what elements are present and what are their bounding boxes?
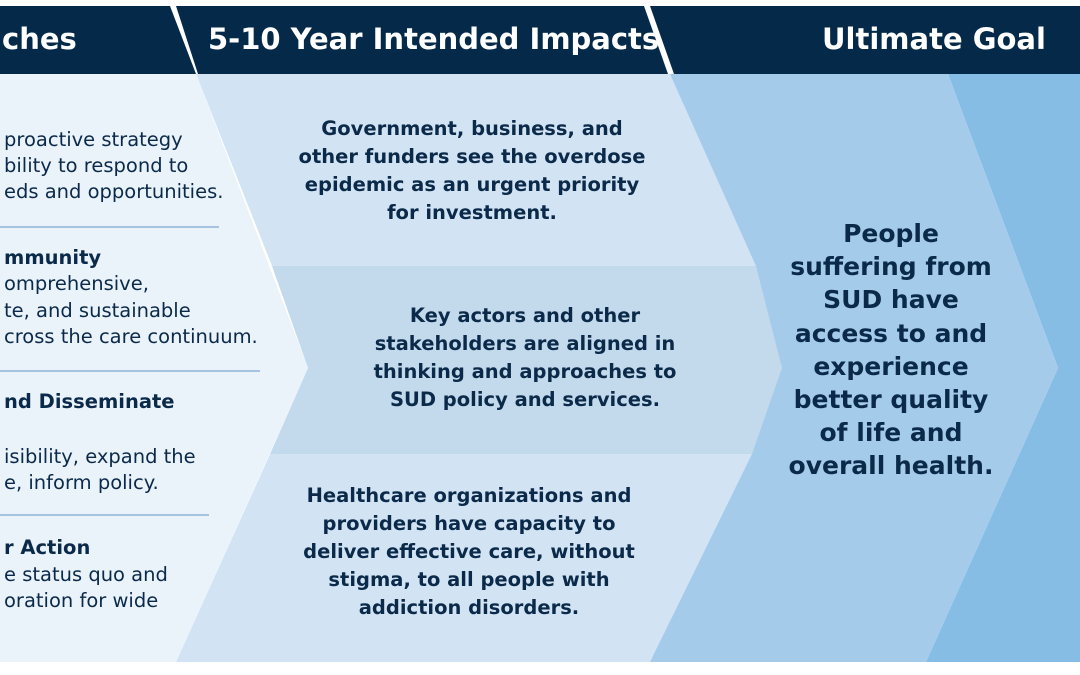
impact-3-text: Healthcare organizations and providers h… xyxy=(303,484,635,619)
header-approaches-bg xyxy=(0,6,196,74)
header-goal: Ultimate Goal xyxy=(822,22,1046,56)
approach-3-line-1: isibility, expand the xyxy=(4,445,196,468)
approach-4-line-2: oration for wide xyxy=(4,589,159,612)
approach-4-line-1: e status quo and xyxy=(4,563,168,586)
impact-2-text: Key actors and other stakeholders are al… xyxy=(373,304,677,411)
far-right-chevron xyxy=(926,74,1080,662)
impact-1-text: Government, business, and other funders … xyxy=(298,117,646,224)
header-impacts-bg xyxy=(176,6,668,74)
header-goal-bg xyxy=(650,6,1080,74)
impact-band-3 xyxy=(176,454,752,662)
header-impacts: 5-10 Year Intended Impacts xyxy=(208,22,660,56)
ultimate-goal-text: People suffering from SUD have access to… xyxy=(788,219,994,481)
impact-band-1 xyxy=(196,74,756,266)
approach-4-title: r Action xyxy=(4,536,91,559)
approach-3-line-2: e, inform policy. xyxy=(4,471,159,494)
approach-2-line-3: cross the care continuum. xyxy=(4,325,258,348)
header-approaches: ches xyxy=(2,22,77,56)
approach-3-title: nd Disseminate xyxy=(4,390,175,413)
approach-2-line-1: omprehensive, xyxy=(4,272,149,295)
goal-chevron xyxy=(650,74,1058,662)
approach-1-line-2: bility to respond to xyxy=(4,154,189,177)
approach-1-line-1: proactive strategy xyxy=(4,128,183,151)
approach-2-line-2: te, and sustainable xyxy=(4,299,191,322)
impact-band-2 xyxy=(270,266,782,454)
approach-2-title: mmunity xyxy=(4,246,102,269)
approach-1-line-3: eds and opportunities. xyxy=(4,180,224,203)
